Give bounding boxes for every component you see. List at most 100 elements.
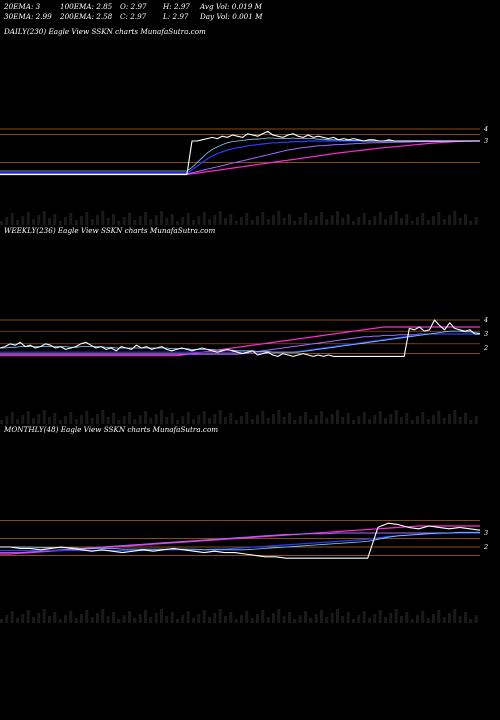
daily-volume-bar xyxy=(224,218,227,225)
daily-volume-bar xyxy=(437,212,441,225)
monthly-volume-bar xyxy=(405,612,409,623)
daily-volume-bar xyxy=(293,221,297,225)
daily-volume-bar xyxy=(138,216,142,225)
daily-volume-bar xyxy=(192,220,195,225)
daily-volume-bar xyxy=(154,215,158,225)
weekly-volume-bar xyxy=(32,418,35,424)
daily-volume-bar xyxy=(64,217,67,225)
daily-volume-bar xyxy=(336,211,339,225)
daily-volume-bar xyxy=(218,211,222,225)
weekly-volume-bar xyxy=(442,418,446,424)
monthly-volume-bar xyxy=(202,610,206,623)
daily-volume-bar xyxy=(341,218,345,225)
daily-volume-bar xyxy=(362,213,366,225)
monthly-volume-bar xyxy=(48,616,51,623)
monthly-chart-svg[interactable]: 32 xyxy=(0,425,500,625)
weekly-ema-blue-line xyxy=(0,333,480,353)
weekly-chart-svg[interactable]: 4 3 2 xyxy=(0,226,500,426)
daily-volume-bar xyxy=(384,219,387,225)
monthly-volume-bar xyxy=(53,612,57,623)
weekly-volume-bar xyxy=(181,416,185,424)
daily-volume-bar xyxy=(458,218,462,225)
monthly-volume-bar xyxy=(341,616,345,623)
daily-volume-bar xyxy=(101,211,105,225)
day-vol-readout: Day Vol: 0.001 M xyxy=(200,12,263,21)
monthly-volume-bar xyxy=(176,619,179,623)
weekly-volume-bar xyxy=(234,420,238,424)
weekly-volume-bar xyxy=(282,417,286,424)
weekly-volume-bar xyxy=(437,411,441,424)
monthly-volume-bar xyxy=(138,614,142,623)
weekly-ema-violet-line xyxy=(0,333,480,355)
weekly-volume-bar xyxy=(245,412,249,424)
daily-volume-bar xyxy=(181,217,185,225)
weekly-volume-bar xyxy=(325,418,329,424)
weekly-volume-bar xyxy=(261,411,265,424)
daily-volume-bar xyxy=(245,213,249,225)
daily-volume-bar xyxy=(106,218,110,225)
monthly-volume-bar xyxy=(373,614,377,623)
daily-volume-bar xyxy=(160,211,163,225)
daily-volume-bar xyxy=(90,219,94,225)
daily-ema-pink-line xyxy=(0,140,480,175)
weekly-volume-bar xyxy=(218,410,222,424)
monthly-volume-bar xyxy=(160,609,163,623)
weekly-volume-bar xyxy=(208,418,211,424)
monthly-volume-bar xyxy=(106,616,110,623)
monthly-volume-bar xyxy=(304,611,307,623)
monthly-volume-bar xyxy=(261,610,265,623)
daily-volume-bar xyxy=(282,218,286,225)
monthly-volume-bar xyxy=(426,618,430,623)
monthly-volume-bar xyxy=(357,615,361,623)
monthly-volume-bar xyxy=(442,617,446,623)
monthly-volume-bar xyxy=(192,618,195,623)
weekly-volume-bar xyxy=(368,419,371,424)
weekly-volume-bar xyxy=(85,411,89,424)
monthly-volume-bar xyxy=(42,609,46,623)
daily-chart-title: DAILY(230) Eagle View SSKN charts Munafa… xyxy=(4,27,206,36)
monthly-volume-bar xyxy=(352,619,355,623)
daily-volume-bar xyxy=(165,218,169,225)
weekly-volume-bar xyxy=(117,420,121,424)
monthly-volume-bar xyxy=(170,612,174,623)
monthly-volume-bar xyxy=(21,614,25,623)
weekly-volume-bar xyxy=(250,419,254,424)
weekly-volume-bar xyxy=(154,414,158,424)
weekly-volume-bar xyxy=(128,412,131,424)
weekly-volume-bar xyxy=(341,417,345,424)
daily-volume-bar xyxy=(69,213,73,225)
daily-volume-bar xyxy=(112,214,115,225)
daily-volume-bar xyxy=(421,213,425,225)
daily-volume-bar xyxy=(330,215,334,225)
monthly-volume-bar xyxy=(282,616,286,623)
monthly-volume-bar xyxy=(133,618,137,623)
weekly-volume-bar xyxy=(0,420,3,424)
weekly-volume-bar xyxy=(314,415,318,424)
weekly-y-tick-4: 4 xyxy=(483,316,488,324)
daily-chart-svg[interactable]: 43 xyxy=(0,27,500,227)
weekly-volume-bar xyxy=(256,415,259,424)
weekly-volume-bar xyxy=(336,410,339,424)
weekly-volume-bar xyxy=(5,416,9,424)
monthly-volume-bar xyxy=(389,613,393,623)
daily-volume-bar xyxy=(272,215,275,225)
monthly-volume-bar xyxy=(474,615,478,623)
monthly-volume-bar xyxy=(250,618,254,623)
daily-volume-bar xyxy=(10,213,14,225)
daily-volume-bar xyxy=(197,216,201,225)
monthly-y-tick-2: 2 xyxy=(483,543,488,551)
weekly-volume-bar xyxy=(277,410,281,424)
weekly-volume-bar xyxy=(240,416,243,424)
weekly-volume-bar xyxy=(453,410,457,424)
daily-volume-bar xyxy=(357,217,361,225)
weekly-volume-bar xyxy=(10,412,14,424)
weekly-volume-bar xyxy=(37,414,41,424)
daily-volume-bar xyxy=(213,215,217,225)
close-readout: C: 2.97 xyxy=(120,12,147,21)
monthly-volume-bar xyxy=(256,614,259,623)
weekly-volume-bar xyxy=(42,410,46,424)
daily-volume-bar xyxy=(16,220,19,225)
weekly-volume-bar xyxy=(170,413,174,424)
daily-volume-bar xyxy=(250,220,254,225)
weekly-volume-bar xyxy=(138,415,142,424)
